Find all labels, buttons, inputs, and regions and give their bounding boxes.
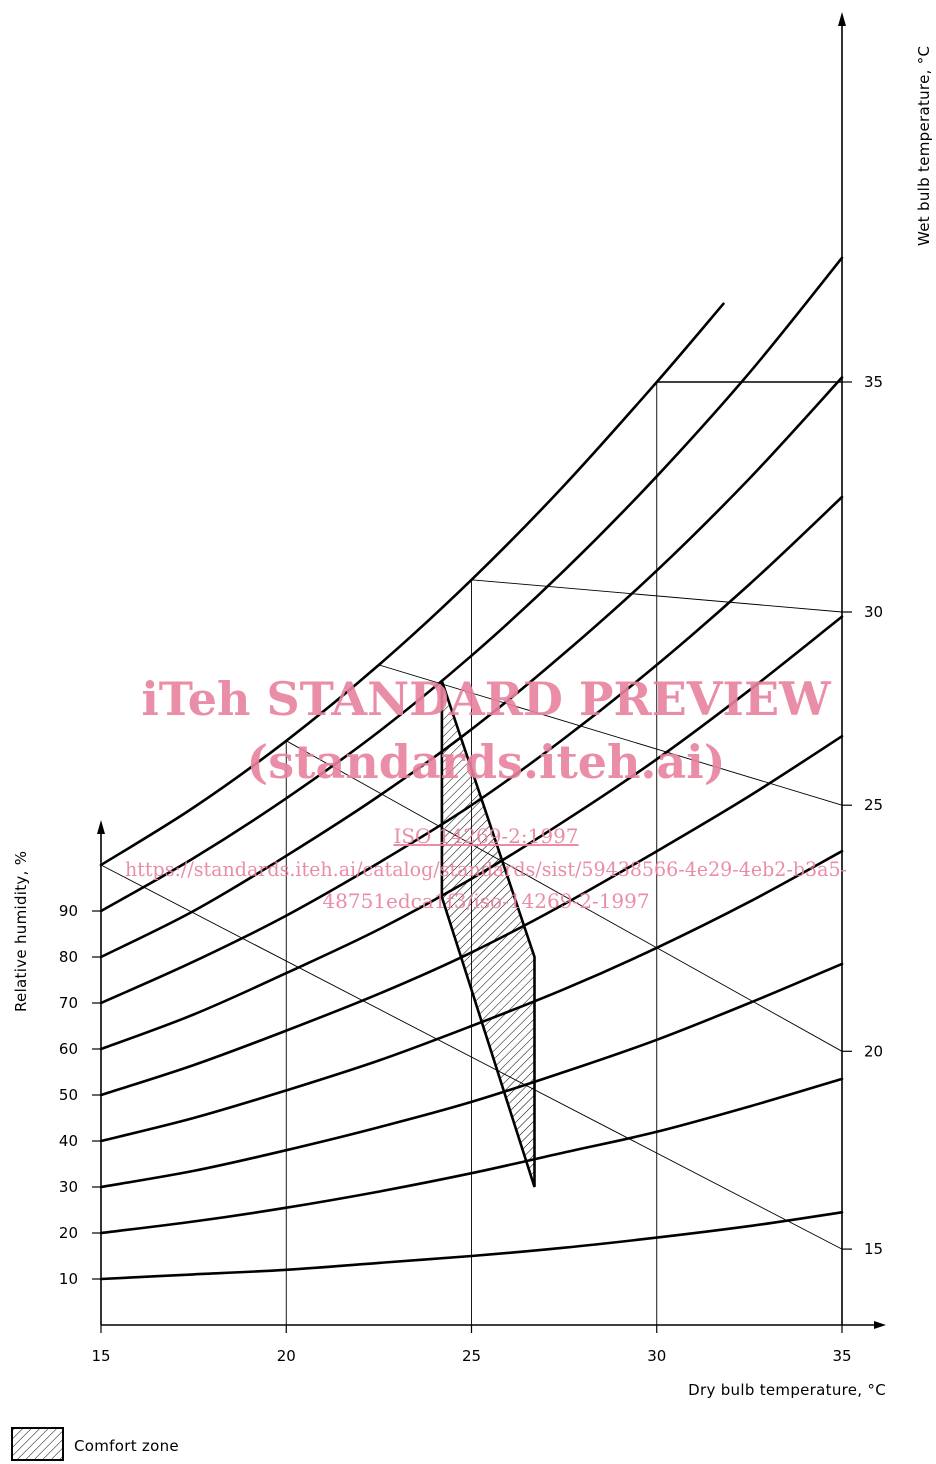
- rh-curve-40: [99, 849, 844, 1143]
- comfort-zone: [440, 680, 536, 1188]
- watermark-url: https://standards.iteh.ai/catalog/standa…: [125, 857, 847, 881]
- rh-tick-label-70: 70: [59, 994, 78, 1012]
- wet-bulb-line-15: [100, 864, 843, 1250]
- wet-bulb-line-25: [378, 664, 843, 806]
- rh-tick-label-50: 50: [59, 1086, 78, 1104]
- rh-curve-80: [99, 376, 844, 959]
- legend-label: Comfort zone: [74, 1437, 179, 1455]
- rh-curve-10: [99, 1211, 844, 1281]
- rh-tick-label-80: 80: [59, 948, 78, 966]
- comfort-zone-area: [440, 680, 536, 1188]
- x-tick-label-35: 35: [832, 1347, 851, 1365]
- wb-tick-label-30: 30: [864, 603, 883, 621]
- wb-tick-label-25: 25: [864, 796, 883, 814]
- rh-curve-90: [99, 256, 844, 913]
- legend: Comfort zone: [11, 1427, 179, 1461]
- rh-tick-label-10: 10: [59, 1270, 78, 1288]
- watermark-standard: ISO 14269-2:1997: [393, 824, 578, 848]
- left-axis-title: Relative humidity, %: [12, 851, 30, 1012]
- wet-bulb-line-20: [286, 740, 843, 1052]
- rh-curve-100: [99, 302, 725, 867]
- rh-tick-label-20: 20: [59, 1224, 78, 1242]
- x-axis-arrow: [874, 1321, 886, 1329]
- wb-tick-label-15: 15: [864, 1240, 883, 1258]
- rh-tick-label-40: 40: [59, 1132, 78, 1150]
- watermark-subtitle: (standards.iteh.ai): [247, 735, 726, 789]
- left-axis-arrow: [97, 820, 105, 834]
- rh-tick-label-30: 30: [59, 1178, 78, 1196]
- wb-tick-label-35: 35: [864, 373, 883, 391]
- wb-tick-label-20: 20: [864, 1042, 883, 1060]
- x-tick-label-15: 15: [91, 1347, 110, 1365]
- x-axis-title: Dry bulb temperature, °C: [688, 1381, 886, 1399]
- rh-curve-30: [99, 962, 844, 1189]
- rh-curve-20: [99, 1077, 844, 1235]
- tick-labels: 15 20 25 30 35 10 20 30 40 50 60 70 80 90 15 20 25 30 35: [59, 373, 883, 1365]
- right-axis-title: Wet bulb temperature, °C: [915, 46, 933, 246]
- watermark-url-2: 48751edca1f3/iso-14269-2-1997: [322, 889, 649, 913]
- watermark: iTeh STANDARD PREVIEW (standards.iteh.ai…: [125, 672, 847, 913]
- x-tick-label-25: 25: [462, 1347, 481, 1365]
- right-axis-arrow: [838, 12, 846, 26]
- wet-bulb-line-30: [471, 579, 843, 613]
- wet-bulb-lines: [100, 381, 843, 1250]
- legend-swatch: [11, 1427, 64, 1461]
- x-tick-label-30: 30: [647, 1347, 666, 1365]
- x-tick-label-20: 20: [277, 1347, 296, 1365]
- watermark-title: iTeh STANDARD PREVIEW: [141, 672, 832, 726]
- rh-tick-label-90: 90: [59, 902, 78, 920]
- axes: [97, 12, 886, 1329]
- rh-tick-label-60: 60: [59, 1040, 78, 1058]
